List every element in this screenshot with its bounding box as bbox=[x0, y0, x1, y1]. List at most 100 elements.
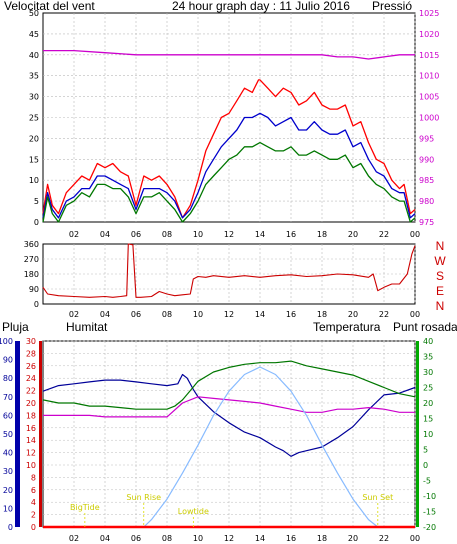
x-tick-label: 22 bbox=[379, 230, 389, 239]
rain-tick-label: 0 bbox=[31, 523, 36, 532]
x-tick-label: 00 bbox=[410, 534, 420, 543]
pressure-tick-label: 975 bbox=[419, 218, 434, 227]
x-tick-label: 00 bbox=[410, 230, 420, 239]
x-tick-label: 04 bbox=[100, 310, 110, 319]
humidity-tick-label: 30 bbox=[3, 467, 13, 476]
marker-label: BigTide bbox=[70, 503, 100, 512]
compass-letter: N bbox=[436, 239, 445, 253]
rain-tick-label: 22 bbox=[26, 387, 36, 396]
temperature-tick-label: 10 bbox=[423, 430, 433, 439]
x-tick-label: 18 bbox=[317, 534, 327, 543]
humidity-legend: Humitat bbox=[66, 320, 108, 334]
temperature-tick-label: -5 bbox=[423, 477, 431, 486]
direction-tick-label: 360 bbox=[24, 240, 39, 249]
wind-tick-label: 40 bbox=[29, 51, 39, 60]
rain-tick-label: 16 bbox=[26, 424, 36, 433]
wind-tick-label: 5 bbox=[34, 197, 39, 206]
x-tick-label: 14 bbox=[255, 310, 265, 319]
series-temperature bbox=[42, 360, 416, 410]
pressure-tick-label: 985 bbox=[419, 176, 434, 185]
humidity-axis-bar bbox=[15, 341, 20, 527]
x-tick-label: 04 bbox=[100, 534, 110, 543]
temperature-tick-label: 5 bbox=[423, 446, 428, 455]
marker-label: Sun Rise bbox=[126, 493, 161, 502]
x-tick-label: 10 bbox=[193, 230, 203, 239]
x-tick-label: 02 bbox=[69, 230, 79, 239]
wind-tick-label: 0 bbox=[34, 218, 39, 227]
pressure-tick-label: 990 bbox=[419, 155, 434, 164]
x-tick-label: 20 bbox=[348, 230, 358, 239]
wind-tick-label: 15 bbox=[29, 155, 39, 164]
temperature-tick-label: 0 bbox=[423, 461, 428, 470]
series-humidity bbox=[42, 373, 416, 457]
x-tick-label: 14 bbox=[255, 534, 265, 543]
humidity-tick-label: 10 bbox=[3, 504, 13, 513]
x-tick-label: 02 bbox=[69, 310, 79, 319]
x-tick-label: 10 bbox=[193, 534, 203, 543]
temperature-legend: Temperatura bbox=[313, 320, 381, 334]
temperature-tick-label: 30 bbox=[423, 368, 433, 377]
temperature-tick-label: 35 bbox=[423, 353, 433, 362]
humidity-tick-label: 60 bbox=[3, 411, 13, 420]
wind-tick-label: 25 bbox=[29, 114, 39, 123]
pressure-tick-label: 1025 bbox=[419, 9, 439, 18]
x-tick-label: 16 bbox=[286, 534, 296, 543]
x-tick-label: 14 bbox=[255, 230, 265, 239]
direction-tick-label: 0 bbox=[34, 300, 39, 309]
humidity-tick-label: 40 bbox=[3, 449, 13, 458]
x-tick-label: 12 bbox=[224, 534, 234, 543]
pressure-axis-title: Pressió bbox=[372, 0, 412, 13]
rain-tick-label: 24 bbox=[26, 374, 36, 383]
dewpoint-legend: Punt rosada bbox=[393, 320, 457, 334]
wind-tick-label: 10 bbox=[29, 176, 39, 185]
x-tick-label: 22 bbox=[379, 310, 389, 319]
series-speed bbox=[42, 141, 416, 223]
x-tick-label: 18 bbox=[317, 310, 327, 319]
rain-tick-label: 26 bbox=[26, 362, 36, 371]
rain-tick-label: 10 bbox=[26, 461, 36, 470]
direction-tick-label: 180 bbox=[24, 270, 39, 279]
wind-tick-label: 45 bbox=[29, 30, 39, 39]
humidity-tick-label: 100 bbox=[0, 337, 13, 346]
compass-letter: W bbox=[434, 254, 446, 268]
temperature-tick-label: 25 bbox=[423, 384, 433, 393]
x-tick-label: 18 bbox=[317, 230, 327, 239]
temperature-tick-label: 15 bbox=[423, 415, 433, 424]
direction-tick-label: 270 bbox=[24, 255, 39, 264]
x-tick-label: 20 bbox=[348, 310, 358, 319]
x-tick-label: 22 bbox=[379, 534, 389, 543]
series-pressure bbox=[43, 49, 415, 60]
x-tick-label: 08 bbox=[162, 230, 172, 239]
wind-axis-title: Velocitat del vent bbox=[4, 0, 95, 13]
humidity-tick-label: 20 bbox=[3, 486, 13, 495]
x-tick-label: 16 bbox=[286, 310, 296, 319]
pressure-tick-label: 1005 bbox=[419, 93, 439, 102]
wind-tick-label: 35 bbox=[29, 72, 39, 81]
temp-humidity-panel: 0102030405060708090100024681012141618202… bbox=[0, 337, 436, 543]
x-tick-label: 04 bbox=[100, 230, 110, 239]
rain-tick-label: 14 bbox=[26, 436, 36, 445]
series-direction bbox=[42, 243, 416, 298]
pressure-tick-label: 995 bbox=[419, 134, 434, 143]
humidity-tick-label: 90 bbox=[3, 356, 13, 365]
direction-tick-label: 90 bbox=[29, 285, 39, 294]
pressure-tick-label: 980 bbox=[419, 197, 434, 206]
marker-label: Lowtide bbox=[178, 507, 209, 516]
rain-tick-label: 30 bbox=[26, 337, 36, 346]
temperature-tick-label: -20 bbox=[423, 523, 436, 532]
x-tick-label: 06 bbox=[131, 534, 141, 543]
rain-legend: Pluja bbox=[2, 320, 29, 334]
wind-tick-label: 20 bbox=[29, 134, 39, 143]
series-solar bbox=[143, 366, 379, 528]
compass-letter: N bbox=[436, 299, 445, 313]
wind-tick-label: 50 bbox=[29, 9, 39, 18]
marker-label: Sun Set bbox=[362, 493, 393, 502]
x-tick-label: 06 bbox=[131, 230, 141, 239]
wind-tick-label: 30 bbox=[29, 93, 39, 102]
x-tick-label: 02 bbox=[69, 534, 79, 543]
x-tick-label: 16 bbox=[286, 230, 296, 239]
compass-letter: E bbox=[436, 284, 444, 298]
pressure-tick-label: 1010 bbox=[419, 72, 439, 81]
